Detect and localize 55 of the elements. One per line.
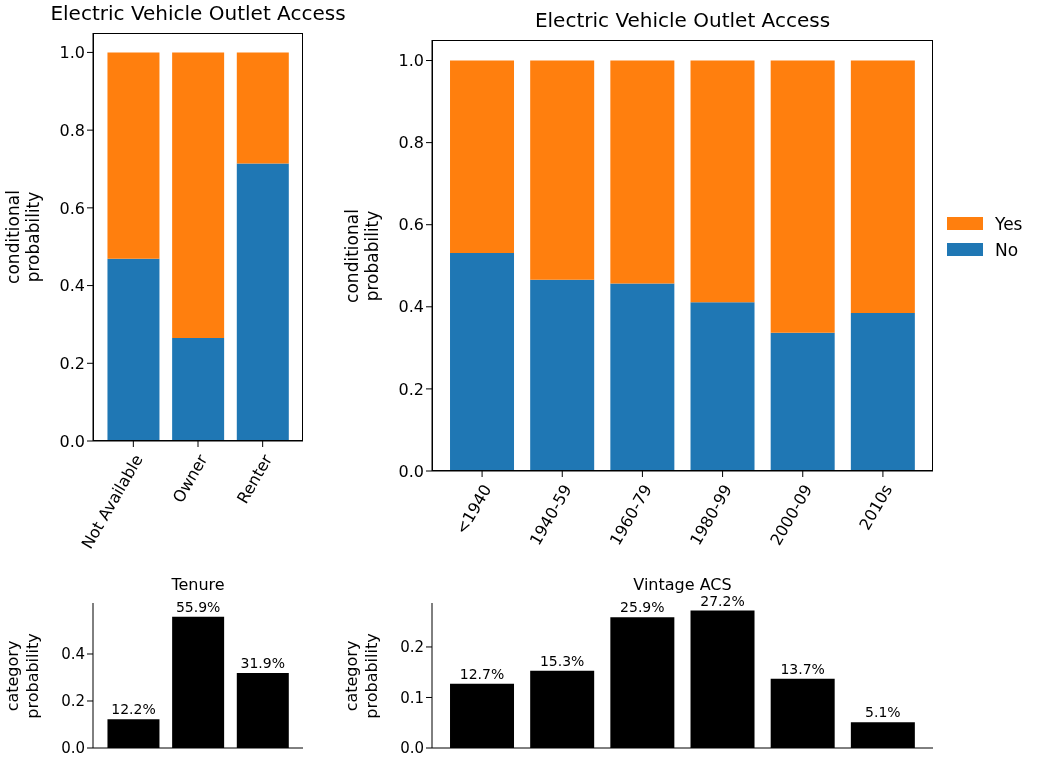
y-tick-label: 0.0 [400,739,424,758]
y-tick-label: 0.4 [59,276,85,296]
y-tick-label: 1.0 [398,51,424,71]
data-label: 27.2% [700,592,745,609]
y-tick-label: 0.1 [400,688,424,707]
legend-label: No [995,239,1019,260]
data-label: 15.3% [539,652,585,669]
bar [107,258,160,441]
bar [850,60,915,313]
legend-label: Yes [995,213,1023,234]
bar [450,60,515,254]
y-axis-title: conditional probability [342,207,382,305]
y-tick-label: 0.0 [59,431,85,451]
y-tick-label: 1.0 [59,43,85,63]
bar [610,60,675,284]
bar [690,60,755,303]
bar [450,253,515,471]
y-axis-title: category probability [342,631,382,721]
y-tick-label: 0.4 [61,645,85,664]
y-tick-label: 0.0 [398,461,424,481]
chart-title: Vintage ACS [632,575,733,594]
data-label: 5.1% [865,704,901,721]
y-tick-label: 0.2 [61,692,85,711]
y-tick-label: 0.8 [59,120,85,140]
y-axis-title: conditional probability [3,189,43,286]
data-label: 12.7% [459,665,505,682]
bar [172,338,225,441]
y-axis-title: category probability [3,631,43,721]
y-tick-label: 0.0 [61,739,85,758]
bar [236,163,289,441]
y-tick-label: 0.2 [400,638,424,657]
bar [530,279,595,471]
bar [610,283,675,471]
bar [850,312,915,471]
data-label: 12.2% [111,701,156,718]
y-tick-label: 0.6 [59,198,85,218]
data-label: 25.9% [620,599,665,616]
bar [236,52,289,164]
data-label: 31.9% [240,655,286,672]
chart-title: Electric Vehicle Outlet Access [49,1,347,25]
data-label: 13.7% [780,660,825,677]
bar [770,60,835,333]
y-tick-label: 0.2 [59,353,85,373]
y-tick-label: 0.8 [398,133,424,153]
y-tick-label: 0.2 [398,379,424,399]
chart-title: Electric Vehicle Outlet Access [534,8,831,32]
bar [770,332,835,471]
bar [530,60,595,280]
y-tick-label: 0.4 [398,297,424,317]
data-label: 55.9% [175,598,221,615]
y-tick-label: 0.6 [398,215,424,235]
bar [690,302,755,471]
chart-title: Tenure [170,575,226,594]
bar [172,52,225,339]
bar [107,52,160,259]
